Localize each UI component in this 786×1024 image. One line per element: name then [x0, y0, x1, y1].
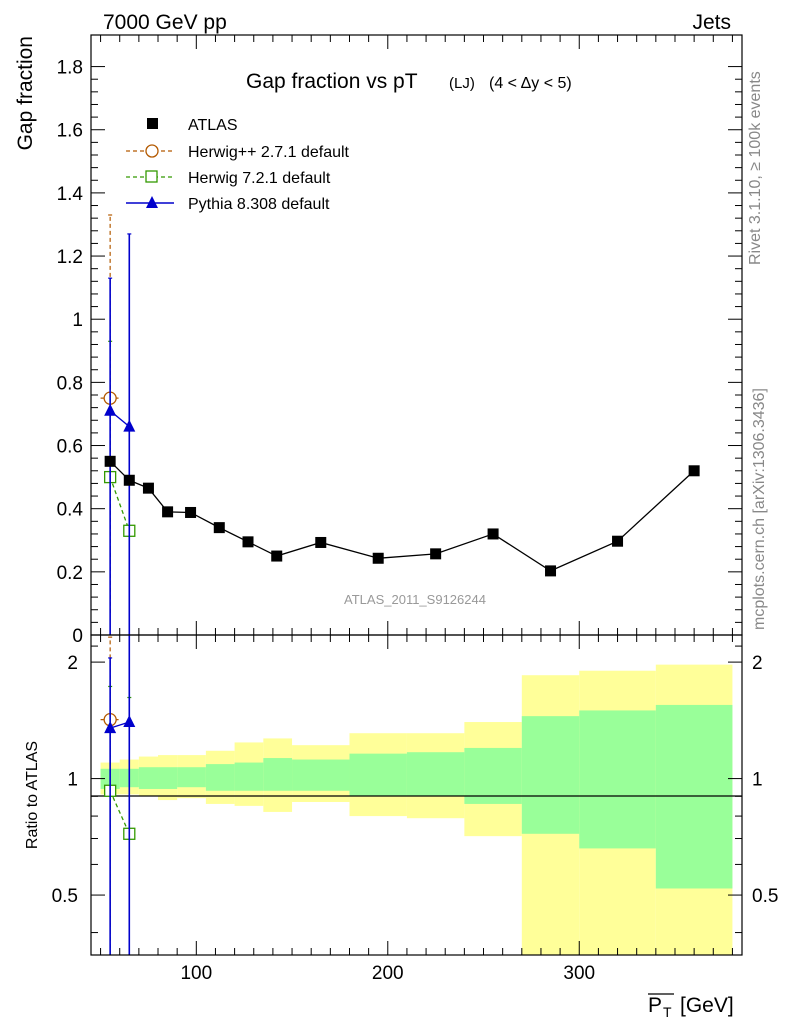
herwigpp-marker-icon: [145, 144, 159, 158]
pythia-ratio-series: [104, 635, 136, 955]
atlas-point: [430, 548, 442, 560]
y-tick-label-ratio: 1: [67, 770, 78, 791]
ratio-panel: 0.5 0.5 1 1 2 2 100 200 300 Ratio to ATLAS P T […: [24, 634, 778, 1020]
y-tick-label-main: 0: [72, 626, 83, 647]
pythia-marker-icon: [146, 196, 158, 208]
herwig7-line: [109, 476, 130, 532]
y-tick-label-main: 1.2: [57, 247, 83, 268]
stat-uncertainty-band: [205, 764, 235, 791]
atlas-point: [545, 565, 557, 577]
legend-label-pythia: Pythia 8.308 default: [188, 196, 330, 213]
atlas-point: [162, 506, 174, 518]
stat-uncertainty-band: [521, 716, 580, 834]
atlas-point: [372, 552, 384, 564]
stat-uncertainty-band: [349, 753, 407, 797]
legend-label-herwigpp: Herwig++ 2.7.1 default: [188, 144, 350, 161]
y-tick-label-main: 1.6: [57, 121, 83, 142]
stat-uncertainty-band: [234, 762, 264, 791]
pythia-point: [104, 403, 117, 416]
svg-text:P: P: [648, 994, 662, 1017]
legend-item-herwigpp: Herwig++ 2.7.1 default: [126, 144, 350, 161]
stat-uncertainty-band: [158, 767, 178, 789]
y-tick-label-ratio-right: 1: [752, 770, 763, 791]
main-axis-ticks: 0 0.2 0.4 0.6 0.8 1 1.2 1.4 1.6 1.8: [57, 35, 742, 647]
x-axis-label: P T [GeV]: [648, 993, 734, 1020]
stat-uncertainty-band: [292, 759, 350, 791]
main-panel: 0 0.2 0.4 0.6 0.8 1 1.2 1.4 1.6 1.8 Gap fraction …: [14, 34, 743, 647]
y-tick-label-main: 1.8: [57, 58, 83, 79]
atlas-point: [142, 482, 154, 494]
legend-item-atlas: ATLAS: [147, 117, 238, 134]
stat-uncertainty-band: [464, 747, 522, 804]
atlas-point: [487, 528, 499, 540]
pythia-ratio-point: [104, 721, 117, 734]
y-axis-label-main: Gap fraction: [14, 36, 37, 150]
stat-uncertainty-band: [263, 758, 293, 791]
atlas-point: [104, 455, 116, 467]
herwig7-series: [103, 340, 136, 635]
herwig7-marker-icon: [145, 170, 158, 183]
analysis-id-label: ATLAS_2011_S9126244: [344, 592, 486, 607]
stat-uncertainty-band: [406, 752, 465, 797]
herwig7-ratio-line: [109, 790, 130, 835]
y-tick-label-main: 0.6: [57, 437, 83, 458]
y-tick-label-main: 0.8: [57, 373, 83, 394]
atlas-point: [123, 474, 135, 486]
legend-label-herwig7: Herwig 7.2.1 default: [188, 170, 331, 187]
y-tick-label-main: 0.2: [57, 563, 83, 584]
atlas-point: [213, 522, 225, 534]
y-tick-label-main: 1.4: [57, 184, 84, 205]
atlas-point: [315, 536, 327, 548]
atlas-series: [104, 455, 700, 577]
atlas-line: [109, 460, 695, 572]
stat-uncertainty-band: [177, 767, 206, 788]
y-tick-label-ratio-right: 2: [752, 653, 763, 674]
atlas-point: [242, 536, 254, 548]
y-tick-label-ratio: 2: [67, 653, 78, 674]
svg-text:[GeV]: [GeV]: [680, 994, 734, 1017]
rivet-label: Rivet 3.1.10, ≥ 100k events: [747, 71, 764, 265]
y-tick-label-main: 1: [72, 310, 83, 331]
atlas-point: [185, 506, 197, 518]
main-title: Gap fraction vs pT: [246, 70, 418, 93]
main-title-range: (4 < Δy < 5): [489, 75, 572, 92]
ratio-axis-ticks: 0.5 0.5 1 1 2 2 100 200 300: [52, 635, 778, 984]
mcplots-label: mcplots.cern.ch [arXiv:1306.3436]: [751, 388, 768, 630]
legend-item-herwig7: Herwig 7.2.1 default: [126, 170, 331, 187]
legend: ATLAS Herwig++ 2.7.1 default Herwig 7.2.…: [126, 117, 350, 213]
process-label: Jets: [692, 11, 731, 34]
atlas-point: [688, 465, 700, 477]
y-tick-label-main: 0.4: [57, 500, 84, 521]
ratio-plot-frame: [90, 634, 743, 956]
x-tick-label: 100: [180, 963, 212, 984]
legend-item-pythia: Pythia 8.308 default: [126, 196, 330, 213]
atlas-point: [612, 535, 624, 547]
y-axis-label-ratio: Ratio to ATLAS: [24, 741, 41, 849]
x-tick-label: 300: [563, 963, 595, 984]
pythia-point: [123, 419, 136, 432]
atlas-point: [271, 550, 283, 562]
pythia-series: [104, 233, 136, 635]
main-title-sub: (LJ): [449, 75, 475, 92]
pythia-ratio-point: [123, 715, 136, 728]
stat-uncertainty-band: [579, 710, 656, 849]
legend-label-atlas: ATLAS: [188, 117, 238, 134]
svg-text:T: T: [663, 1004, 672, 1020]
stat-uncertainty-band: [138, 767, 159, 789]
stat-uncertainty-band: [655, 704, 733, 889]
atlas-marker-icon: [147, 118, 158, 129]
x-tick-label: 200: [372, 963, 404, 984]
y-tick-label-ratio-right: 0.5: [752, 886, 778, 907]
collision-label: 7000 GeV pp: [103, 11, 227, 34]
y-tick-label-ratio: 0.5: [52, 886, 78, 907]
